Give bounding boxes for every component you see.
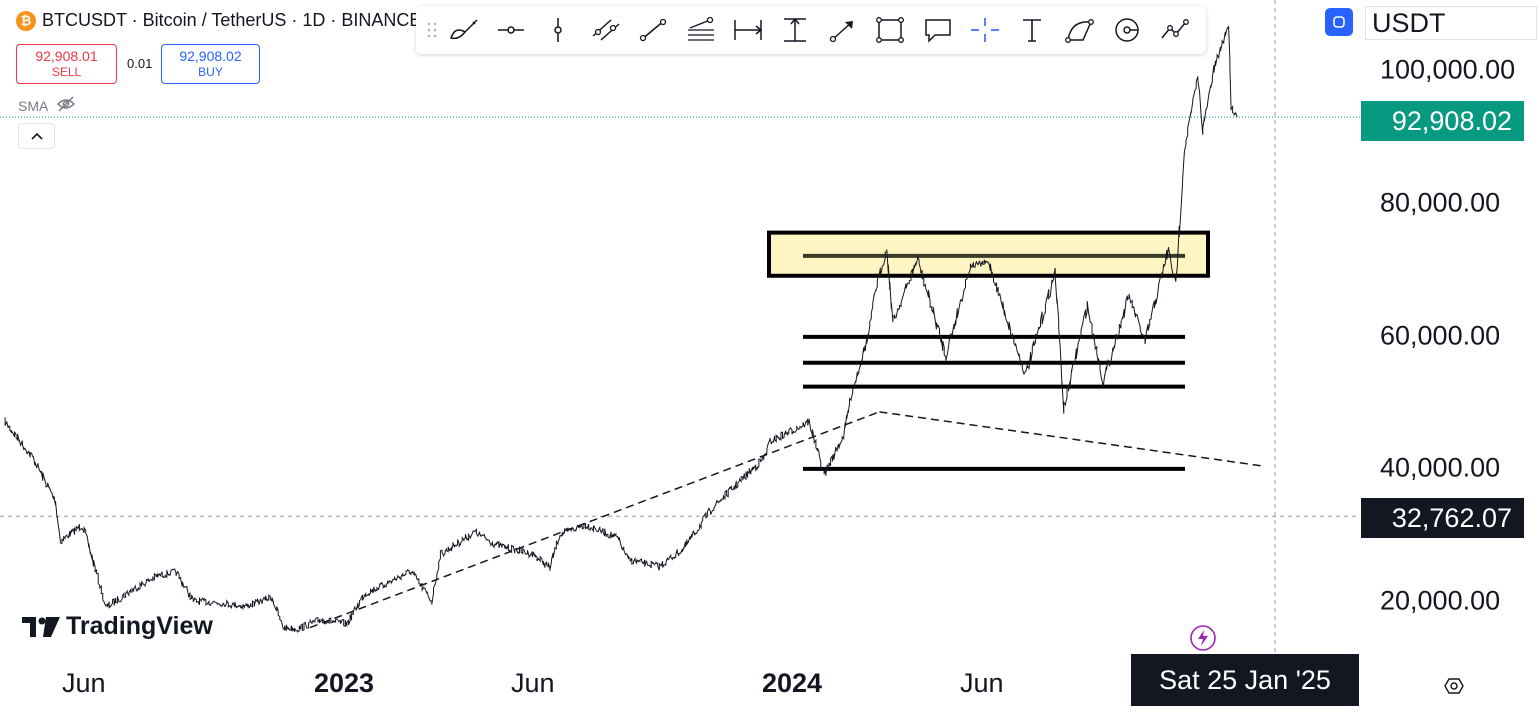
crosshair-date-tag: Sat 25 Jan '25 (1131, 654, 1359, 706)
sync-icon (1333, 16, 1345, 28)
flash-icon[interactable] (1189, 624, 1217, 657)
price-series (4, 25, 1238, 633)
chevron-up-icon (30, 132, 43, 140)
time-axis-label: Jun (511, 668, 555, 698)
sell-price: 92,908.01 (35, 48, 98, 64)
price-chart[interactable] (0, 0, 1360, 655)
brush-tool-icon[interactable] (440, 10, 487, 50)
price-axis-label: 60,000.00 (1380, 320, 1501, 351)
symbol-header[interactable]: ₿ BTCUSDT · Bitcoin / TetherUS · 1D · BI… (16, 10, 421, 31)
spread-value: 0.01 (127, 56, 153, 71)
drawing-toolbar[interactable] (416, 6, 1206, 54)
dashed-trendline (309, 411, 880, 629)
horizontal-ray-icon[interactable] (487, 10, 534, 50)
forecast-icon[interactable] (1151, 10, 1198, 50)
time-axis-label: 2024 (762, 668, 823, 698)
sell-label: SELL (51, 65, 82, 79)
buy-price: 92,908.02 (179, 48, 242, 64)
trend-line-icon[interactable] (630, 10, 677, 50)
indicator-label[interactable]: SMA (18, 97, 49, 114)
currency-select[interactable]: USDT (1365, 6, 1537, 40)
chart-area[interactable] (0, 0, 1360, 655)
text-icon[interactable] (1009, 10, 1056, 50)
logo-text: TradingView (66, 612, 213, 640)
dashed-trendline (879, 411, 1265, 468)
last-price-tag: 92,908.02 (1361, 101, 1524, 141)
sell-button[interactable]: 92,908.01 SELL (16, 44, 117, 84)
symbol-title[interactable]: BTCUSDT · Bitcoin / TetherUS · 1D · BINA… (42, 10, 422, 30)
drag-handle-icon[interactable] (424, 21, 440, 39)
time-axis-label: 2023 (314, 668, 375, 698)
vertical-line-icon[interactable] (535, 10, 582, 50)
indicator-legend[interactable]: SMA (18, 96, 76, 115)
time-axis-label: Jun (62, 668, 106, 698)
price-axis-label: 40,000.00 (1380, 452, 1501, 483)
settings-icon[interactable] (1444, 677, 1464, 700)
bitcoin-icon: ₿ (16, 10, 36, 31)
tradingview-logo-icon (22, 616, 60, 637)
rectangle-icon[interactable] (867, 10, 914, 50)
price-axis-label: 80,000.00 (1380, 187, 1501, 218)
eye-hidden-icon[interactable] (56, 96, 76, 115)
buy-button[interactable]: 92,908.02 BUY (161, 44, 260, 84)
callout-icon[interactable] (914, 10, 961, 50)
crosshair-price-tag: 32,762.07 (1361, 498, 1524, 538)
parallel-channel-icon[interactable] (582, 10, 629, 50)
tradingview-logo: TradingView (22, 612, 213, 641)
price-axis-label: 20,000.00 (1380, 585, 1501, 616)
buy-label: BUY (198, 65, 223, 79)
price-axis-label: 100,000.00 (1380, 54, 1516, 85)
price-axis[interactable]: 100,000.00 80,000.00 60,000.00 40,000.00… (1360, 0, 1540, 720)
curve-icon[interactable] (1056, 10, 1103, 50)
fib-retracement-icon[interactable] (677, 10, 724, 50)
sync-scale-button[interactable] (1325, 8, 1353, 36)
date-range-icon[interactable] (724, 10, 771, 50)
arrow-icon[interactable] (819, 10, 866, 50)
price-range-icon[interactable] (772, 10, 819, 50)
circle-icon[interactable] (1103, 10, 1150, 50)
time-axis-label: Jun (960, 668, 1004, 698)
crosshair-icon[interactable] (961, 10, 1008, 50)
collapse-legend-button[interactable] (18, 123, 55, 149)
